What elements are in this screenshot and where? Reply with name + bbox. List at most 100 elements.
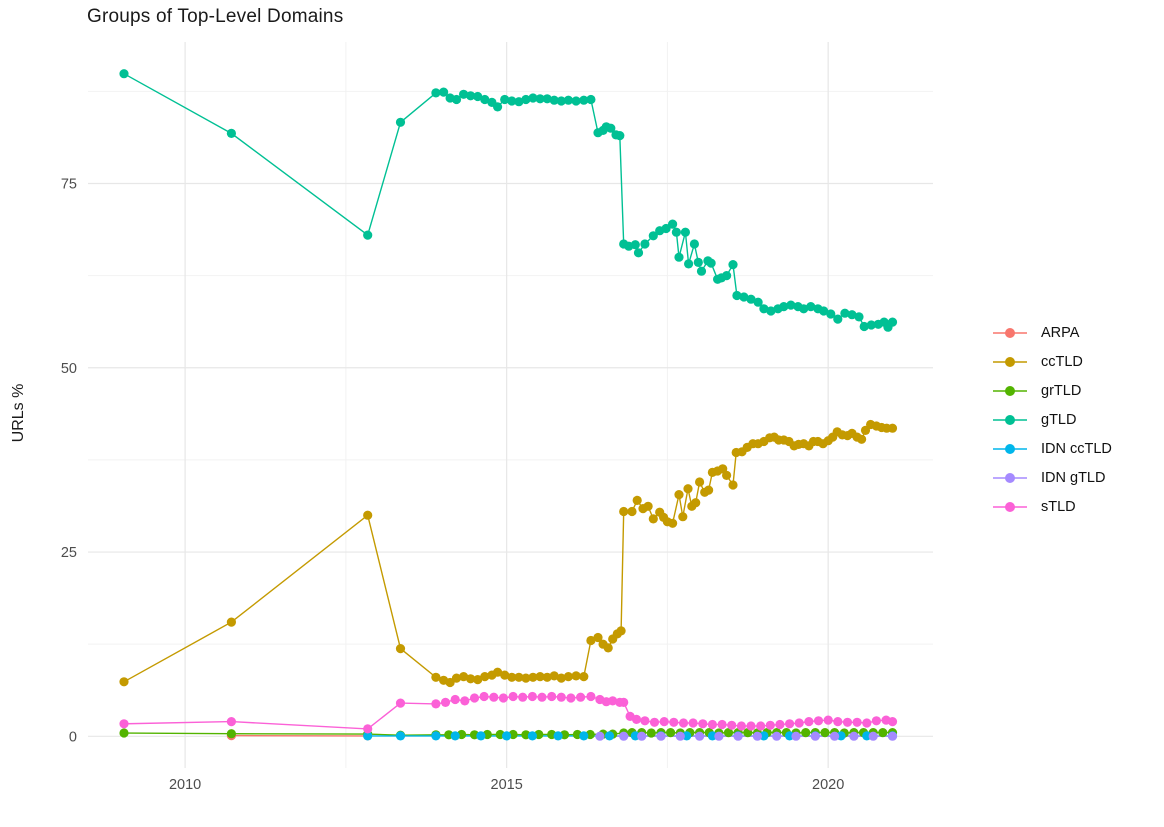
data-point [440, 697, 451, 708]
data-point [431, 88, 441, 98]
data-point [119, 677, 129, 687]
data-point [549, 95, 559, 105]
legend-key-icon [993, 443, 1027, 454]
data-point [633, 248, 644, 258]
data-point [502, 731, 512, 741]
data-point [363, 510, 373, 520]
legend-key-icon [993, 385, 1027, 396]
data-point [439, 87, 449, 97]
data-point [878, 728, 888, 738]
data-point [854, 312, 864, 322]
data-point [632, 495, 642, 505]
data-point [714, 731, 724, 741]
data-point [450, 731, 460, 741]
data-point [226, 729, 236, 739]
data-point [648, 231, 658, 241]
data-point [363, 230, 373, 240]
data-point [479, 691, 489, 702]
series-points-cctld [119, 419, 898, 688]
data-point [579, 672, 589, 682]
data-point [840, 308, 850, 318]
data-point [775, 719, 785, 730]
data-point [527, 731, 538, 741]
data-point [571, 96, 581, 106]
data-point [678, 512, 688, 522]
data-point [675, 731, 685, 741]
axis-tick-labels: 0 25 50 75 2010 2015 2020 [61, 177, 844, 793]
legend-item-idn-cctld: IDN ccTLD [992, 434, 1112, 463]
data-point [630, 240, 640, 250]
data-point [765, 720, 775, 730]
data-point [746, 294, 756, 304]
data-point [466, 91, 476, 101]
data-point [500, 670, 510, 680]
data-point [528, 672, 538, 682]
data-point [500, 94, 510, 105]
data-point [571, 671, 581, 681]
data-point [772, 731, 782, 741]
legend-key-icon [993, 472, 1027, 483]
series-points-stld [119, 691, 898, 734]
data-point [656, 731, 666, 741]
data-point [619, 731, 629, 741]
data-point [395, 698, 406, 708]
legend-key-icon [993, 414, 1027, 425]
data-point [480, 672, 490, 682]
data-point [586, 94, 596, 105]
data-point [799, 304, 809, 314]
data-point [695, 477, 705, 487]
data-point [648, 514, 658, 524]
series-points [119, 69, 898, 741]
data-point [606, 123, 616, 133]
data-point [847, 310, 857, 320]
data-point [868, 731, 878, 741]
data-point [445, 677, 455, 688]
data-point [563, 672, 574, 682]
data-point [756, 721, 766, 731]
data-point [833, 717, 843, 727]
legend-key-icon [993, 501, 1027, 512]
data-point [887, 317, 898, 327]
data-point [431, 731, 441, 741]
data-point [859, 321, 869, 332]
data-point [862, 718, 872, 728]
data-point [363, 724, 373, 734]
data-point [733, 731, 743, 741]
data-point [857, 434, 867, 444]
data-point [786, 300, 796, 310]
data-point [542, 94, 552, 104]
data-point [759, 731, 769, 741]
data-point [521, 673, 531, 683]
legend-key-dot [1005, 443, 1015, 454]
series-points-gtld [119, 69, 898, 332]
legend-key-dot [1005, 414, 1015, 425]
data-point [666, 728, 676, 738]
data-point [616, 626, 626, 636]
data-point [514, 97, 524, 107]
data-point [698, 719, 708, 729]
data-point [226, 717, 236, 727]
data-point [507, 96, 517, 106]
data-point [640, 239, 650, 249]
data-point [830, 731, 840, 741]
data-point [553, 731, 563, 741]
data-point [704, 485, 714, 495]
data-point [695, 731, 705, 741]
data-point [595, 731, 605, 741]
data-point [810, 731, 820, 741]
data-point [727, 720, 737, 730]
data-point [674, 252, 684, 262]
data-point [842, 717, 853, 727]
data-point [473, 91, 483, 102]
data-point [579, 95, 589, 105]
legend-label: ccTLD [1041, 353, 1083, 370]
data-point [480, 94, 490, 105]
data-point [537, 692, 547, 702]
data-point [722, 470, 732, 480]
data-point [451, 673, 462, 683]
legend-key-dot [1005, 501, 1015, 512]
data-point [521, 94, 531, 105]
legend-key-icon [993, 327, 1027, 338]
legend-item-stld: sTLD [992, 492, 1112, 521]
